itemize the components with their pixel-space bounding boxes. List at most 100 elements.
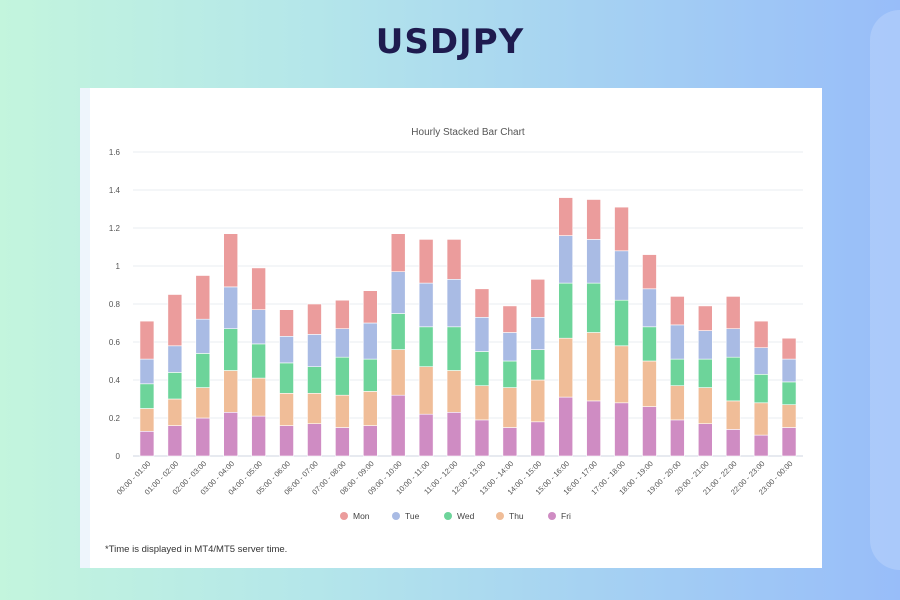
bar-segment-thu	[195, 387, 211, 419]
bar-segment-wed	[781, 381, 797, 405]
bar-segment-tue	[307, 334, 322, 367]
bar-segment-wed	[418, 326, 434, 368]
bar-segment-thu	[167, 398, 183, 426]
y-tick-label: 0.6	[109, 338, 121, 347]
legend-swatch-fri	[548, 512, 556, 520]
bar-segment-fri	[418, 413, 434, 457]
bar-segment-fri	[307, 423, 322, 457]
bar-segment-mon	[781, 337, 797, 360]
y-tick-label: 1.4	[109, 186, 121, 195]
bar-segment-mon	[307, 303, 322, 335]
bar-segment-thu	[725, 400, 741, 430]
bar-segment-thu	[362, 391, 378, 426]
bar-segment-tue	[781, 358, 797, 383]
bar-segment-tue	[362, 322, 378, 360]
bar-segment-mon	[474, 288, 490, 318]
y-tick-label: 1.6	[109, 148, 121, 157]
bar-segment-thu	[446, 370, 462, 413]
bar-segment-wed	[725, 356, 741, 402]
bar-segment-fri	[167, 425, 183, 457]
bar-segment-mon	[697, 305, 713, 331]
bar-segment-wed	[614, 299, 629, 347]
bar-segment-thu	[418, 366, 434, 415]
bar-segment-tue	[251, 309, 266, 345]
bar-segment-thu	[697, 387, 713, 425]
bar-segment-fri	[362, 425, 378, 457]
bar-segment-fri	[502, 427, 518, 457]
y-tick-label: 0.8	[109, 300, 121, 309]
bar-segment-tue	[335, 328, 350, 358]
bar-segment-wed	[307, 366, 322, 394]
bar-segment-mon	[362, 290, 378, 324]
page-title: USDJPY	[375, 22, 525, 62]
bar-segment-tue	[418, 282, 434, 328]
bar-segment-fri	[195, 417, 211, 457]
decorative-panel	[870, 10, 900, 570]
bar-segment-mon	[614, 206, 629, 252]
legend-swatch-wed	[444, 512, 452, 520]
bar-segment-tue	[530, 317, 546, 350]
bar-segment-fri	[614, 402, 629, 457]
bar-segment-fri	[390, 394, 406, 457]
bar-segment-tue	[390, 271, 406, 314]
bar-segment-tue	[446, 279, 462, 328]
chart-title: Hourly Stacked Bar Chart	[411, 127, 525, 138]
bar-segment-wed	[195, 353, 211, 388]
bar-segment-wed	[642, 326, 657, 362]
bar-segment-wed	[670, 358, 685, 387]
bar-segment-thu	[307, 392, 322, 424]
legend-swatch-thu	[496, 512, 504, 520]
bar-segment-thu	[390, 349, 406, 396]
bar-segment-tue	[586, 239, 601, 284]
bar-segment-fri	[558, 396, 574, 457]
bar-segment-thu	[642, 360, 657, 407]
bar-segment-fri	[586, 400, 601, 457]
bar-segment-wed	[279, 362, 294, 394]
bar-segment-fri	[725, 429, 741, 457]
bar-segment-mon	[530, 279, 546, 318]
bar-segment-tue	[139, 358, 155, 385]
bar-segment-tue	[167, 345, 183, 373]
legend-label-fri: Fri	[561, 511, 571, 521]
bar-segment-wed	[390, 313, 406, 350]
bar-segment-wed	[502, 360, 518, 388]
bar-segment-fri	[781, 427, 797, 457]
y-tick-label: 0.4	[109, 376, 121, 385]
bar-segment-wed	[474, 351, 490, 387]
bar-segment-mon	[586, 199, 601, 240]
bar-segment-fri	[139, 430, 155, 457]
bar-segment-mon	[558, 197, 574, 236]
footnote: *Time is displayed in MT4/MT5 server tim…	[105, 544, 288, 555]
legend-swatch-mon	[340, 512, 348, 520]
legend-label-wed: Wed	[457, 511, 475, 521]
bar-segment-thu	[753, 402, 769, 436]
bar-segment-wed	[335, 356, 350, 396]
legend-label-tue: Tue	[405, 511, 420, 521]
bar-segment-thu	[223, 370, 239, 413]
y-tick-label: 1.2	[109, 224, 121, 233]
bar-segment-mon	[446, 239, 462, 280]
bar-segment-mon	[390, 233, 406, 272]
bar-segment-tue	[614, 250, 629, 301]
bar-segment-mon	[670, 296, 685, 326]
bar-segment-fri	[335, 427, 350, 457]
bar-segment-tue	[697, 330, 713, 360]
chart-card: Hourly Stacked Bar Chart 0 0.2 0.4 0.6 0.8 1 1.…	[80, 88, 822, 568]
bar-segment-mon	[418, 239, 434, 284]
y-tick-label: 1	[116, 262, 121, 271]
bar-segment-thu	[279, 392, 294, 426]
y-tick-label: 0.2	[109, 414, 121, 423]
bar-segment-tue	[670, 324, 685, 360]
bar-segment-wed	[139, 383, 155, 409]
bar-segment-mon	[279, 309, 294, 337]
bar-segment-tue	[558, 235, 574, 284]
bar-segment-thu	[586, 332, 601, 402]
bar-segment-thu	[781, 404, 797, 428]
bar-segment-tue	[195, 318, 211, 354]
bar-segment-mon	[725, 296, 741, 329]
bar-segment-fri	[697, 423, 713, 457]
bar-segment-wed	[446, 326, 462, 371]
bar-segment-mon	[335, 299, 350, 329]
bar-segment-thu	[251, 377, 266, 417]
bar-segment-mon	[753, 320, 769, 349]
